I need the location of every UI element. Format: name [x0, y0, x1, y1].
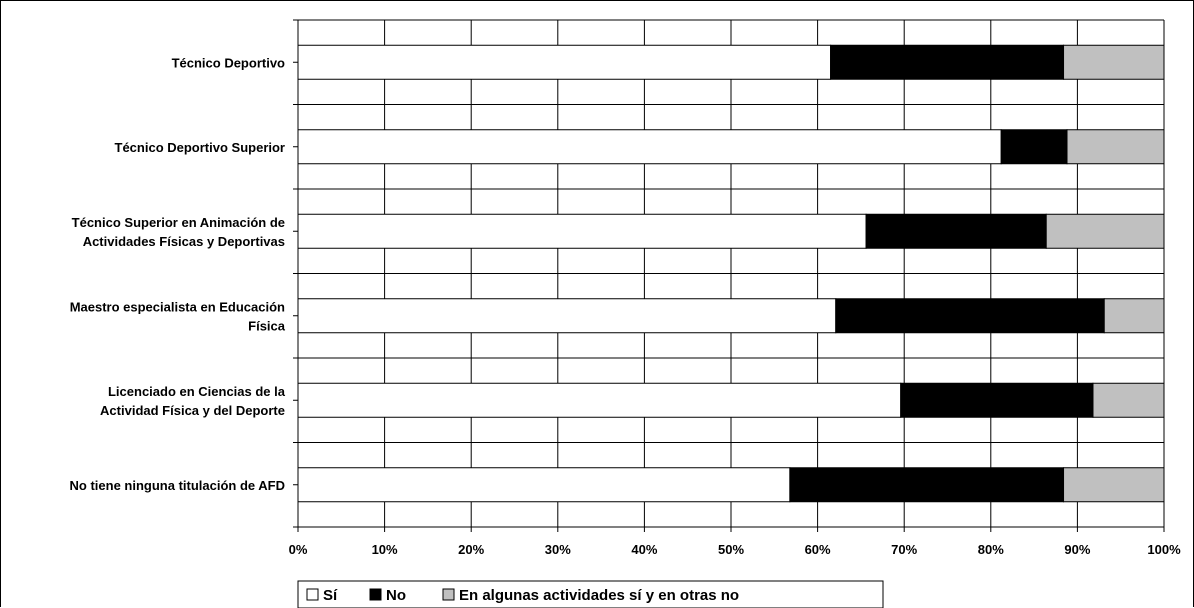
legend: Sí No En algunas actividades sí y en otras… [297, 580, 884, 608]
x-tick-label: 50% [718, 542, 744, 557]
bar-segment [865, 213, 1047, 249]
legend-swatch [442, 588, 455, 601]
bar-segment [789, 467, 1065, 503]
gridlines [297, 19, 1165, 528]
category-label: Licenciado en Ciencias de la Actividad Fí… [100, 384, 286, 418]
legend-label: Sí [323, 587, 338, 604]
category-label: Maestro especialista en Educación Física [70, 299, 286, 333]
category-label: Técnico Deportivo [172, 55, 285, 70]
legend-box [297, 580, 884, 608]
bar-segment [1063, 44, 1165, 80]
bar-segment [1063, 467, 1165, 503]
bar-segment [1045, 213, 1165, 249]
bar-segment [297, 44, 832, 80]
legend-label: En algunas actividades sí y en otras no [459, 587, 739, 604]
bar-segment [830, 44, 1065, 80]
x-tick-label: 30% [545, 542, 571, 557]
axes [293, 19, 1165, 532]
x-tick-label: 60% [805, 542, 831, 557]
bar-segment [297, 382, 902, 418]
x-tick-label: 80% [978, 542, 1004, 557]
legend-label: No [386, 587, 406, 604]
bars [297, 44, 1165, 503]
bar-segment [297, 213, 867, 249]
bar-segment [1000, 129, 1068, 165]
bar-segment [297, 467, 791, 503]
bar-segment [1103, 298, 1165, 334]
x-tick-label: 0% [289, 542, 308, 557]
bar-segment [297, 298, 837, 334]
legend-swatch [369, 588, 382, 601]
x-tick-labels: 0% 10% 20% 30% 40% 50% 60% 70% 80% 90% 100% [289, 542, 1181, 557]
bar-segment [835, 298, 1105, 334]
bar-segment [900, 382, 1094, 418]
category-labels: Técnico Deportivo Técnico Deportivo Super… [70, 55, 286, 493]
bar-segment [1066, 129, 1165, 165]
x-tick-label: 20% [458, 542, 484, 557]
legend-swatch [306, 588, 319, 601]
category-label: Técnico Superior en Animación de Activida… [72, 215, 285, 249]
bar-segment [297, 129, 1002, 165]
category-label: Técnico Deportivo Superior [115, 140, 285, 155]
bar-segment [1092, 382, 1165, 418]
x-tick-label: 100% [1147, 542, 1181, 557]
x-tick-label: 70% [891, 542, 917, 557]
x-tick-label: 10% [372, 542, 398, 557]
x-tick-label: 90% [1064, 542, 1090, 557]
x-tick-label: 40% [631, 542, 657, 557]
category-label: No tiene ninguna titulación de AFD [70, 478, 285, 493]
